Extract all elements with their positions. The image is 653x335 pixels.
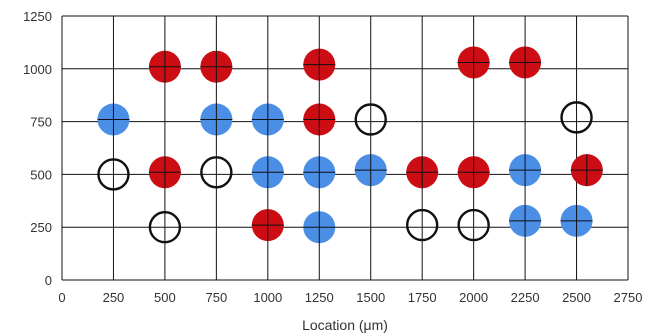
x-axis-label: Location (μm)	[302, 317, 388, 333]
y-tick-label: 500	[30, 167, 52, 182]
x-tick-label: 1000	[253, 290, 282, 305]
data-points	[97, 46, 603, 244]
x-tick-label: 1500	[356, 290, 385, 305]
data-point-hollow	[97, 158, 130, 191]
data-point-hollow	[405, 208, 439, 242]
data-point-hollow	[560, 101, 593, 134]
data-point-hollow	[148, 210, 182, 244]
x-tick-label: 750	[206, 290, 228, 305]
data-point-hollow	[457, 208, 490, 242]
x-tick-label: 0	[58, 290, 65, 305]
x-tick-label: 2000	[459, 290, 488, 305]
x-tick-label: 250	[103, 290, 125, 305]
x-tick-label: 2500	[562, 290, 591, 305]
data-point-hollow	[354, 103, 387, 136]
y-tick-label: 0	[45, 273, 52, 288]
y-tick-label: 1000	[23, 62, 52, 77]
grid	[61, 15, 629, 281]
y-tick-label: 250	[30, 220, 52, 235]
x-tick-label: 2750	[614, 290, 643, 305]
x-tick-label: 2250	[511, 290, 540, 305]
x-tick-label: 500	[154, 290, 176, 305]
x-tick-label: 1750	[408, 290, 437, 305]
y-tick-label: 750	[30, 115, 52, 130]
data-point-hollow	[200, 156, 233, 189]
x-tick-label: 1250	[305, 290, 334, 305]
tick-labels: 0 250 500 750 1000 1250 1500 1750 2000 2250 2500 27…	[23, 9, 642, 305]
y-tick-label: 1250	[23, 9, 52, 24]
